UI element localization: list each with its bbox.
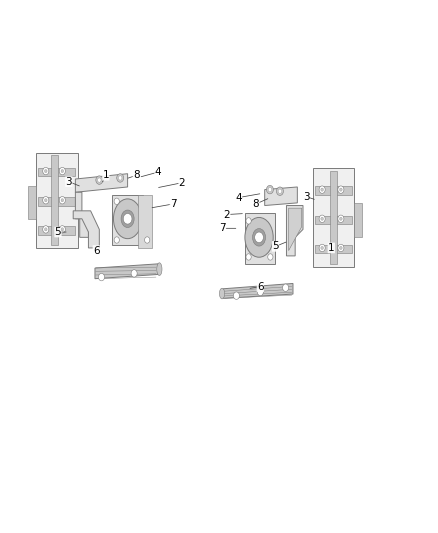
Circle shape: [257, 288, 263, 296]
FancyBboxPatch shape: [315, 216, 352, 224]
Circle shape: [59, 197, 65, 204]
Circle shape: [59, 167, 65, 175]
Circle shape: [123, 214, 132, 224]
Circle shape: [96, 176, 103, 184]
Text: 1: 1: [102, 171, 109, 180]
Text: 5: 5: [55, 227, 61, 237]
Circle shape: [246, 254, 251, 260]
Circle shape: [61, 199, 64, 202]
Circle shape: [321, 217, 323, 220]
Text: 4: 4: [155, 167, 161, 177]
Polygon shape: [113, 195, 143, 245]
FancyBboxPatch shape: [39, 197, 75, 206]
Ellipse shape: [157, 263, 162, 276]
Circle shape: [45, 228, 47, 231]
Polygon shape: [28, 186, 36, 219]
Text: 4: 4: [235, 192, 242, 203]
Circle shape: [43, 197, 49, 204]
Text: 6: 6: [257, 281, 264, 292]
Circle shape: [233, 292, 240, 300]
Circle shape: [319, 186, 325, 193]
Polygon shape: [223, 284, 293, 298]
Circle shape: [114, 198, 119, 205]
Circle shape: [339, 246, 342, 249]
FancyBboxPatch shape: [36, 152, 78, 248]
FancyBboxPatch shape: [315, 187, 352, 195]
Polygon shape: [265, 187, 297, 206]
Ellipse shape: [245, 217, 273, 257]
Polygon shape: [75, 192, 88, 237]
Text: 8: 8: [253, 199, 259, 209]
Circle shape: [59, 225, 65, 233]
Polygon shape: [95, 264, 158, 279]
Circle shape: [319, 215, 325, 222]
Ellipse shape: [113, 199, 142, 239]
Circle shape: [268, 188, 272, 192]
Circle shape: [99, 273, 105, 281]
Circle shape: [338, 215, 344, 222]
Circle shape: [145, 237, 150, 243]
Circle shape: [98, 178, 101, 182]
FancyBboxPatch shape: [315, 245, 352, 253]
Polygon shape: [245, 214, 275, 264]
Text: 3: 3: [303, 191, 309, 201]
Polygon shape: [289, 208, 302, 251]
Circle shape: [246, 217, 251, 224]
Circle shape: [338, 186, 344, 193]
Text: 2: 2: [179, 177, 185, 188]
Ellipse shape: [121, 210, 134, 228]
Circle shape: [339, 188, 342, 191]
Circle shape: [114, 237, 119, 243]
Circle shape: [319, 244, 325, 252]
Polygon shape: [73, 211, 99, 248]
Text: 6: 6: [93, 246, 99, 256]
Circle shape: [276, 187, 283, 196]
Polygon shape: [286, 206, 303, 256]
FancyBboxPatch shape: [51, 155, 58, 245]
Circle shape: [278, 189, 282, 193]
Circle shape: [43, 225, 49, 233]
Polygon shape: [75, 174, 127, 192]
Circle shape: [283, 284, 289, 292]
Circle shape: [321, 188, 323, 191]
FancyBboxPatch shape: [39, 168, 75, 176]
Polygon shape: [354, 203, 362, 237]
Circle shape: [118, 176, 122, 180]
Ellipse shape: [219, 288, 225, 299]
Circle shape: [117, 174, 124, 182]
Circle shape: [321, 246, 323, 249]
Circle shape: [61, 169, 64, 173]
Circle shape: [254, 232, 263, 243]
Circle shape: [338, 244, 344, 252]
Text: 8: 8: [133, 171, 140, 180]
FancyBboxPatch shape: [313, 168, 354, 266]
Polygon shape: [138, 195, 152, 248]
Circle shape: [266, 185, 273, 194]
Circle shape: [61, 228, 64, 231]
Text: 7: 7: [219, 223, 226, 233]
Circle shape: [43, 167, 49, 175]
Text: 7: 7: [170, 199, 177, 209]
Ellipse shape: [253, 229, 265, 246]
Text: 3: 3: [66, 176, 72, 187]
Circle shape: [131, 270, 137, 277]
Text: 5: 5: [272, 241, 279, 252]
Circle shape: [268, 254, 273, 260]
FancyBboxPatch shape: [39, 226, 75, 235]
Circle shape: [45, 169, 47, 173]
Circle shape: [45, 199, 47, 202]
FancyBboxPatch shape: [330, 171, 336, 264]
Text: 1: 1: [328, 243, 335, 253]
Text: 2: 2: [223, 209, 230, 220]
Circle shape: [339, 217, 342, 220]
